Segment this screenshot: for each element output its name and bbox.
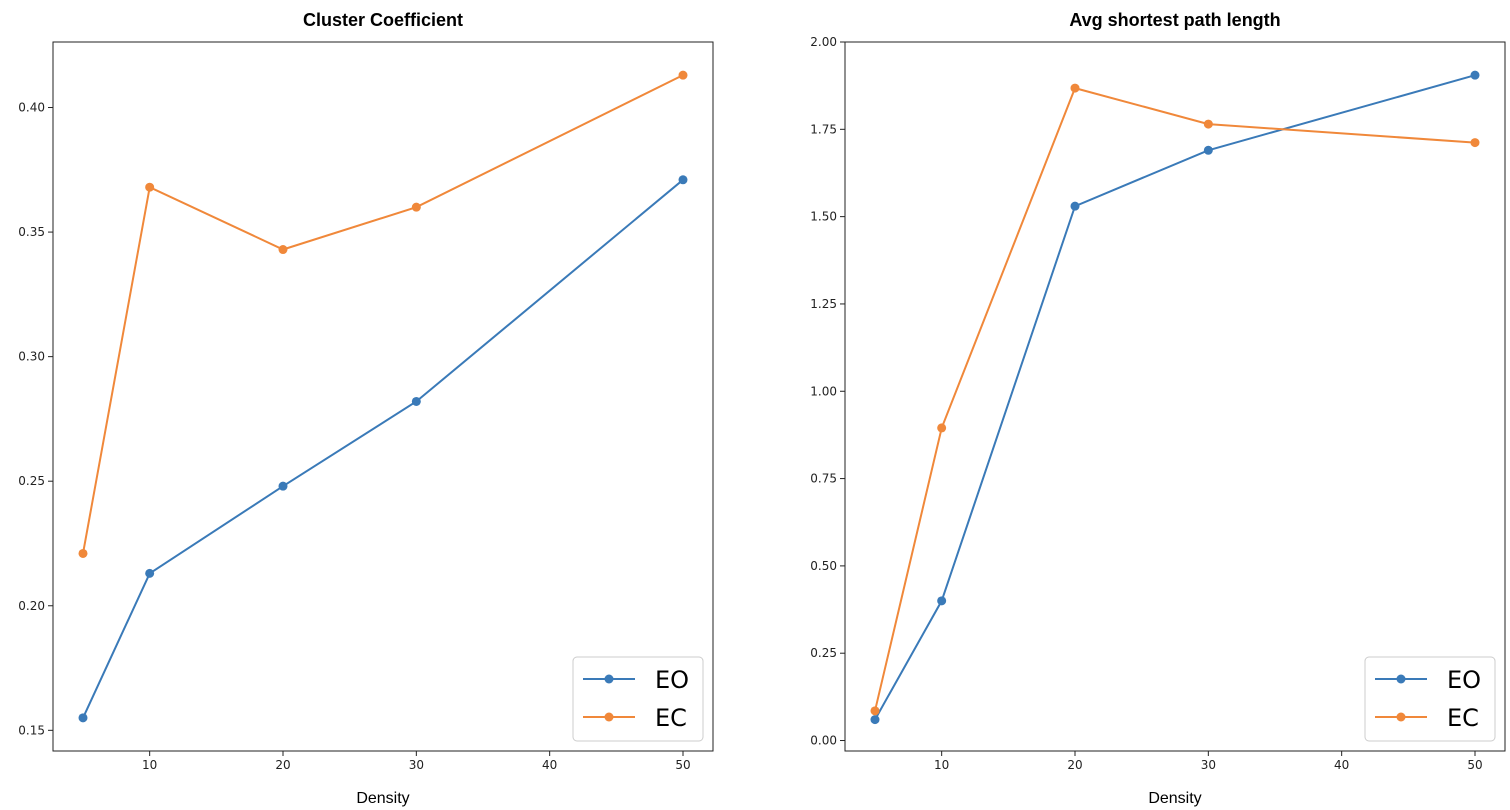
legend-label: EO	[1447, 666, 1481, 694]
x-tick-label: 50	[1467, 758, 1482, 772]
legend-label: EO	[655, 666, 689, 694]
data-point-ec	[1070, 83, 1080, 93]
chart-title: Avg shortest path length	[1069, 10, 1280, 30]
y-tick-label: 1.00	[810, 384, 837, 398]
data-point-ec	[278, 245, 288, 255]
legend: EO EC	[1364, 656, 1496, 742]
chart-2: Avg shortest path length Density 10 20 30 40 5…	[810, 10, 1506, 807]
x-tick-label: 30	[1201, 758, 1216, 772]
data-point-eo	[278, 481, 288, 491]
series-line-ec	[874, 86, 1476, 712]
x-axis-label: Density	[356, 790, 409, 807]
data-point-ec	[678, 70, 688, 80]
legend-swatch-marker	[604, 674, 614, 684]
data-point-ec	[145, 182, 155, 192]
plot-frame	[844, 41, 1506, 752]
data-point-ec	[78, 548, 88, 558]
x-tick-label: 20	[275, 758, 290, 772]
series-line-ec	[82, 74, 684, 554]
data-point-ec	[870, 706, 880, 716]
y-tick-label: 1.75	[810, 122, 837, 136]
x-tick-label: 30	[409, 758, 424, 772]
y-tick-label: 0.20	[18, 599, 45, 613]
x-tick-label: 50	[675, 758, 690, 772]
x-axis-label: Density	[1148, 790, 1201, 807]
y-tick-label: 0.15	[18, 723, 45, 737]
y-tick-label: 0.35	[18, 225, 45, 239]
data-point-eo	[1203, 145, 1213, 155]
data-point-eo	[937, 596, 947, 606]
data-point-eo	[678, 175, 688, 185]
legend-label: EC	[1447, 704, 1479, 732]
data-point-eo	[145, 568, 155, 578]
y-tick-label: 0.75	[810, 472, 837, 486]
data-point-eo	[78, 713, 88, 723]
y-tick-label: 0.50	[810, 559, 837, 573]
data-point-ec	[937, 423, 947, 433]
y-tick-label: 1.25	[810, 297, 837, 311]
y-tick-label: 0.00	[810, 734, 837, 748]
y-tick-label: 0.25	[810, 646, 837, 660]
legend-swatch-marker	[1396, 674, 1406, 684]
data-point-eo	[411, 396, 421, 406]
plot-frame	[52, 41, 714, 752]
data-point-eo	[1470, 70, 1480, 80]
x-tick-label: 10	[142, 758, 157, 772]
data-point-ec	[1470, 138, 1480, 148]
y-tick-label: 1.50	[810, 210, 837, 224]
y-tick-label: 0.40	[18, 101, 45, 115]
legend-swatch-marker	[604, 712, 614, 722]
y-tick-label: 2.00	[810, 35, 837, 49]
legend: EO EC	[572, 656, 704, 742]
x-tick-label: 10	[934, 758, 949, 772]
data-point-ec	[1203, 119, 1213, 129]
x-tick-label: 20	[1067, 758, 1082, 772]
data-point-eo	[1070, 201, 1080, 211]
data-point-ec	[411, 202, 421, 212]
x-tick-label: 40	[542, 758, 557, 772]
y-tick-label: 0.25	[18, 474, 45, 488]
x-tick-label: 40	[1334, 758, 1349, 772]
series-line-eo	[82, 179, 684, 719]
series-line-eo	[874, 74, 1476, 721]
chart-1: Cluster Coefficient Density 10 20 30 40 50 0.15…	[18, 10, 714, 807]
legend-swatch-marker	[1396, 712, 1406, 722]
data-point-eo	[870, 715, 880, 725]
y-tick-label: 0.30	[18, 350, 45, 364]
chart-title: Cluster Coefficient	[303, 10, 463, 30]
legend-label: EC	[655, 704, 687, 732]
